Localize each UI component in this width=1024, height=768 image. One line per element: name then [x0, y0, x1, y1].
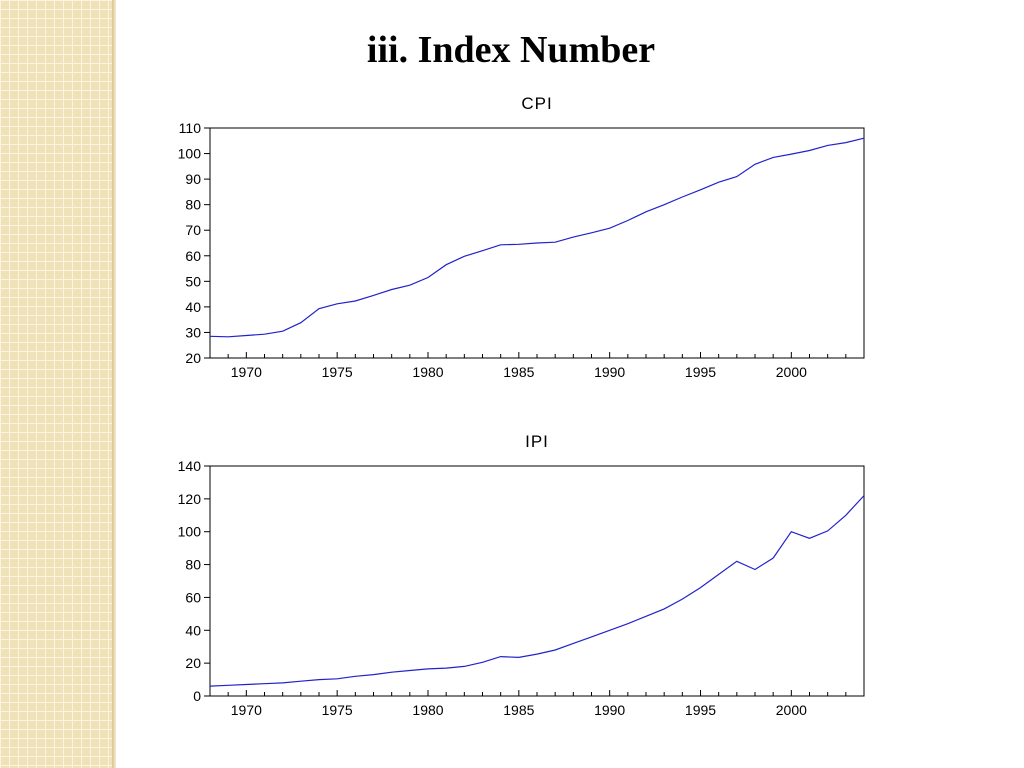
- x-tick-label: 1990: [594, 702, 625, 718]
- x-tick-label: 1990: [594, 364, 625, 380]
- x-tick-label: 1970: [231, 364, 262, 380]
- y-tick-label: 80: [185, 557, 201, 573]
- y-tick-label: 140: [178, 458, 202, 474]
- x-tick-label: 1995: [685, 702, 716, 718]
- x-tick-label: 1995: [685, 364, 716, 380]
- y-tick-label: 20: [185, 350, 201, 366]
- x-tick-label: 1980: [412, 702, 443, 718]
- y-tick-label: 90: [185, 171, 201, 187]
- y-tick-label: 80: [185, 197, 201, 213]
- plot-frame: [209, 465, 865, 697]
- x-tick-label: 1975: [322, 702, 353, 718]
- y-tick-label: 40: [185, 622, 201, 638]
- y-tick-label: 50: [185, 273, 201, 289]
- y-tick-label: 110: [179, 120, 202, 136]
- x-tick-label: 2000: [776, 364, 807, 380]
- decorative-side-edge: [112, 0, 116, 768]
- x-tick-label: 2000: [776, 702, 807, 718]
- x-tick-label: 1985: [503, 702, 534, 718]
- y-tick-label: 70: [185, 222, 201, 238]
- decorative-side-pattern: [0, 0, 112, 768]
- y-tick-label: 0: [193, 688, 201, 704]
- x-tick-label: 1980: [412, 364, 443, 380]
- chart-ipi: IPI 0 20 40 60 80 100 120 140 1970 1975 1980 1985 199…: [178, 432, 865, 718]
- x-tick-label: 1985: [503, 364, 534, 380]
- y-tick-label: 20: [185, 655, 201, 671]
- series-line-ipi: [209, 495, 865, 687]
- y-tick-label: 100: [178, 146, 202, 162]
- y-tick-label: 30: [185, 324, 201, 340]
- chart-title: IPI: [525, 432, 549, 451]
- x-tick-label: 1975: [322, 364, 353, 380]
- y-tick-label: 100: [178, 524, 202, 540]
- y-tick-label: 60: [185, 589, 201, 605]
- x-tick-label: 1970: [231, 702, 262, 718]
- slide-title: iii. Index Number: [366, 29, 656, 71]
- y-tick-label: 40: [185, 299, 201, 315]
- series-line-cpi: [209, 137, 865, 338]
- y-tick-label: 120: [178, 491, 202, 507]
- chart-cpi: CPI 20 30 40 50 60 70 80 90 100 110 1970 1975 1980 198…: [178, 94, 865, 380]
- chart-title: CPI: [521, 94, 552, 113]
- y-tick-label: 60: [185, 248, 201, 264]
